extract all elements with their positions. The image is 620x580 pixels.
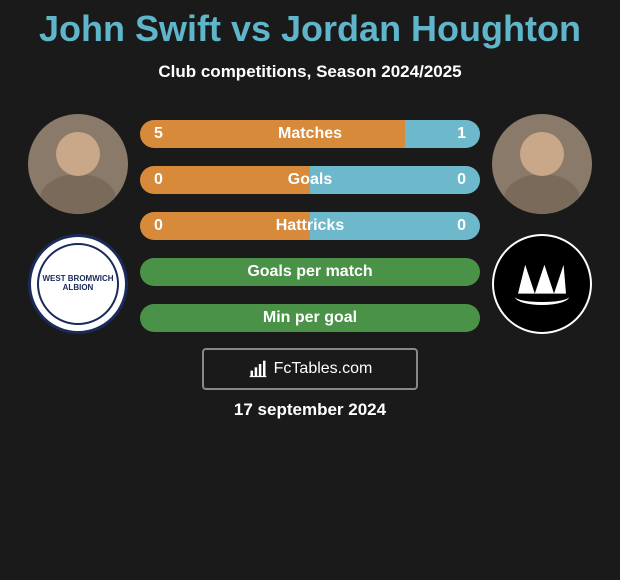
stat-right-value: 0 bbox=[310, 166, 480, 194]
stat-left-value: 0 bbox=[140, 212, 310, 240]
stat-bar-goals-per-match: Goals per match bbox=[140, 258, 480, 286]
footer-label: FcTables.com bbox=[274, 360, 373, 378]
player-left-column: WEST BROMWICH ALBION bbox=[26, 112, 130, 334]
stat-bar-min-per-goal: Min per goal bbox=[140, 304, 480, 332]
comparison-body: WEST BROMWICH ALBION 51Matches 00Goals 00H… bbox=[0, 112, 620, 334]
stat-right-value: 1 bbox=[405, 120, 480, 148]
player-left-avatar bbox=[28, 114, 128, 214]
team-left-badge: WEST BROMWICH ALBION bbox=[28, 234, 128, 334]
stat-bar-hattricks: 00Hattricks bbox=[140, 212, 480, 240]
stat-left-value: 0 bbox=[140, 166, 310, 194]
comparison-subtitle: Club competitions, Season 2024/2025 bbox=[0, 62, 620, 82]
stat-right-value: 0 bbox=[310, 212, 480, 240]
team-right-badge bbox=[492, 234, 592, 334]
stat-bar-matches: 51Matches bbox=[140, 120, 480, 148]
comparison-date: 17 september 2024 bbox=[0, 400, 620, 420]
comparison-title: John Swift vs Jordan Houghton bbox=[0, 8, 620, 50]
stat-bar-goals: 00Goals bbox=[140, 166, 480, 194]
stats-column: 51Matches 00Goals 00Hattricks Goals per mat… bbox=[140, 112, 480, 332]
chart-icon bbox=[248, 359, 268, 379]
team-left-badge-text: WEST BROMWICH ALBION bbox=[31, 275, 125, 293]
footer-attribution: FcTables.com bbox=[202, 348, 418, 390]
player-right-avatar bbox=[492, 114, 592, 214]
player-right-column bbox=[490, 112, 594, 334]
stat-left-value: 5 bbox=[140, 120, 405, 148]
